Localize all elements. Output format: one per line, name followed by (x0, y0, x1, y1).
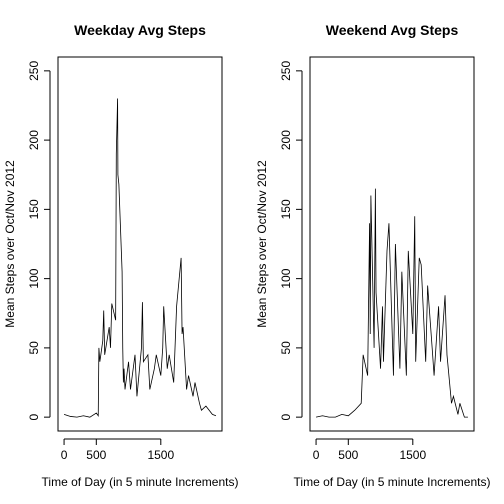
x-axis-label: Time of Day (in 5 minute Increments) (42, 475, 239, 489)
y-tick-label: 250 (27, 61, 41, 81)
x-tick-label: 500 (338, 448, 358, 462)
y-tick-label: 100 (279, 268, 293, 288)
chart-title: Weekday Avg Steps (74, 22, 206, 38)
x-tick-label: 0 (313, 448, 320, 462)
chart-title: Weekend Avg Steps (326, 22, 459, 38)
y-axis-label: Mean Steps over Oct/Nov 2012 (255, 160, 269, 328)
line (315, 188, 468, 418)
y-tick-label: 150 (27, 199, 41, 219)
y-tick-label: 50 (279, 341, 293, 355)
y-axis-label: Mean Steps over Oct/Nov 2012 (3, 160, 17, 328)
y-tick-label: 250 (279, 61, 293, 81)
y-tick-label: 200 (279, 130, 293, 150)
x-tick-label: 1500 (147, 448, 174, 462)
x-tick-label: 500 (86, 448, 106, 462)
y-tick-label: 150 (279, 199, 293, 219)
y-tick-label: 0 (279, 413, 293, 420)
x-tick-label: 1500 (399, 448, 426, 462)
x-tick-label: 0 (61, 448, 68, 462)
y-tick-label: 200 (27, 130, 41, 150)
y-tick-label: 0 (27, 413, 41, 420)
x-axis-label: Time of Day (in 5 minute Increments) (294, 475, 491, 489)
plot-box (309, 56, 475, 432)
line (63, 98, 217, 418)
y-tick-label: 100 (27, 268, 41, 288)
plot-box (57, 56, 223, 432)
y-tick-label: 50 (27, 341, 41, 355)
